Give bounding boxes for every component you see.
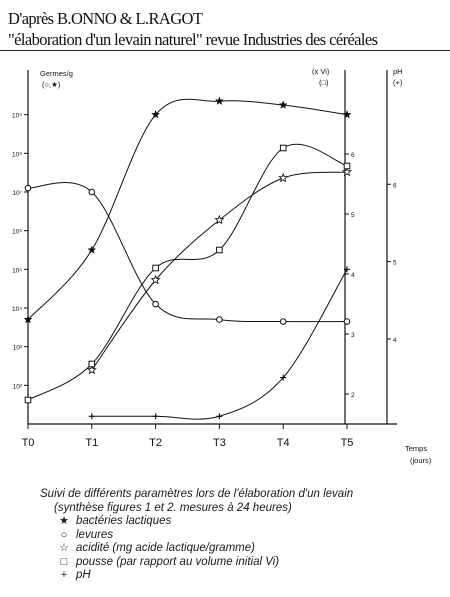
series-line [91, 171, 348, 371]
series-line [27, 98, 348, 320]
series-1 [24, 182, 351, 325]
right-axis-label: pH [393, 67, 403, 76]
data-point [216, 316, 223, 323]
series-3 [24, 143, 351, 404]
x-tick-label: T4 [277, 437, 290, 449]
open-star-icon: ☆ [59, 542, 69, 554]
caption-line-1: Suivi de différents paramètres lors de l… [40, 488, 354, 500]
left-tick-label: 10⁹ [12, 113, 22, 120]
legend-label: acidité (mg acide lactique/gramme) [76, 542, 255, 554]
series-4 [88, 266, 350, 420]
data-point [280, 374, 287, 381]
data-point [86, 364, 97, 375]
data-point [278, 172, 289, 183]
data-point [87, 245, 97, 254]
data-point [150, 274, 161, 285]
data-point [214, 96, 224, 105]
middle-tick-label: 5 [351, 212, 355, 219]
middle-tick-label: 4 [351, 272, 355, 279]
middle-tick-label: 6 [351, 152, 355, 159]
legend-label: levures [76, 528, 114, 541]
data-point [88, 413, 95, 420]
chart: T0 T1 T2 T3 T4 T5 Temps (jours) 10² 10³ 10⁴ 10⁵ 10⁶ 1… [12, 67, 432, 465]
caption-line-2: (synthèse figures 1 et 2. mesures à 24 h… [54, 501, 292, 514]
open-circle-icon: ○ [60, 528, 68, 541]
data-point [152, 264, 159, 272]
middle-axis-sublabel: (□) [319, 78, 329, 87]
source-header: D'après B.ONNO & L.RAGOT "élaboration d'… [8, 8, 444, 50]
legend-label: pH [76, 569, 91, 581]
data-point [344, 266, 350, 273]
legend-item-pousse: □ pousse (par rapport au volume initial … [40, 556, 445, 570]
left-tick-label: 10⁴ [12, 306, 22, 313]
series-line [91, 269, 348, 420]
right-axis-sublabel: (+) [393, 78, 403, 87]
x-axis-unit: (jours) [410, 456, 432, 465]
data-point [24, 184, 32, 192]
open-square-icon: □ [60, 555, 68, 568]
data-point [343, 318, 351, 325]
plus-icon: + [60, 569, 68, 581]
legend-item-acidite: ☆ acidité (mg acide lactique/gramme) [40, 542, 445, 556]
data-point [88, 188, 96, 196]
data-point [24, 396, 32, 404]
middle-axis-label: (x Vi) [312, 67, 330, 76]
middle-tick-label: 2 [351, 392, 355, 399]
left-tick-label: 10³ [13, 345, 23, 352]
data-point [343, 162, 351, 170]
data-point [279, 318, 287, 325]
data-point [151, 109, 161, 119]
legend-item-levures: ○ levures [40, 529, 445, 543]
data-point [341, 166, 353, 177]
data-point [216, 246, 223, 254]
left-tick-label: 10⁷ [12, 190, 22, 197]
data-point [152, 413, 159, 420]
legend-label: pousse (par rapport au volume initial Vi… [76, 555, 280, 568]
x-axis-label: Temps [405, 444, 427, 453]
left-tick-label: 10² [13, 383, 23, 390]
figure-caption: Suivi de différents paramètres lors de l… [40, 488, 445, 583]
series-2 [86, 166, 353, 375]
legend-item-bacteries: ★ bactéries lactiques [40, 515, 445, 529]
x-tick-label: T3 [213, 437, 226, 449]
x-tick-label: T5 [341, 437, 354, 449]
series-0 [23, 96, 352, 324]
left-tick-label: 10⁵ [12, 267, 22, 274]
header-rule [0, 50, 450, 51]
left-axis-label: Germes/g [40, 69, 73, 78]
left-tick-label: 10⁶ [12, 229, 22, 236]
source-authors: D'après B.ONNO & L.RAGOT [8, 9, 203, 28]
source-publication: "élaboration d'un levain naturel" revue … [8, 30, 378, 49]
series-line [27, 182, 348, 323]
x-tick-label: T1 [85, 437, 98, 449]
series-layer [23, 96, 353, 420]
data-point [152, 300, 159, 308]
right-tick-label: 4 [393, 337, 397, 344]
right-tick-label: 5 [393, 260, 397, 267]
data-point [342, 109, 352, 119]
axes: T0 T1 T2 T3 T4 T5 Temps (jours) 10² 10³ 10⁴ 10⁵ 10⁶ 1… [12, 67, 432, 465]
left-tick-label: 10⁸ [12, 151, 22, 158]
data-point [279, 144, 287, 152]
data-point [216, 413, 223, 420]
filled-star-icon: ★ [59, 515, 69, 527]
right-tick-label: 6 [393, 182, 397, 189]
middle-tick-label: 3 [351, 332, 355, 339]
data-point [88, 360, 96, 368]
x-tick-label: T2 [149, 437, 162, 449]
legend-label: bactéries lactiques [76, 515, 172, 527]
legend: ★ bactéries lactiques ○ levures ☆ acidit… [40, 515, 445, 583]
legend-item-ph: + pH [40, 569, 445, 583]
data-point [23, 314, 33, 324]
data-point [278, 100, 288, 109]
left-axis-sublabel: (○,★) [42, 80, 61, 89]
data-point [214, 214, 225, 225]
x-tick-label: T0 [22, 437, 35, 449]
